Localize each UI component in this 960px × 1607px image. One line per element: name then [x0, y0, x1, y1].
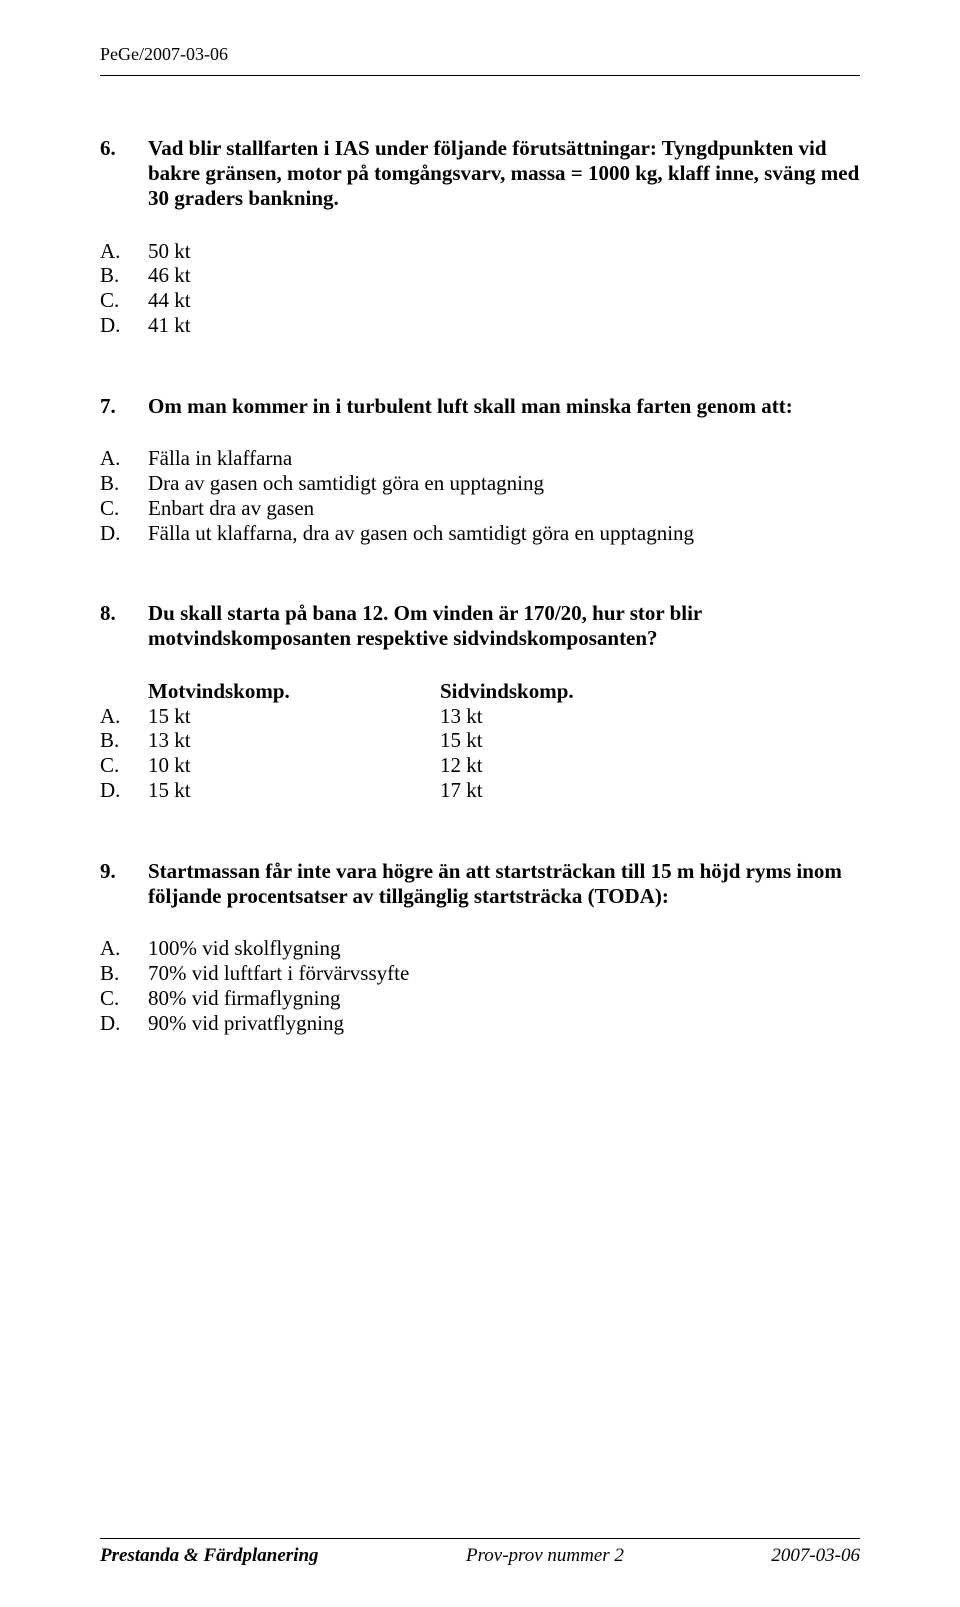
col2-header: Sidvindskomp.	[440, 679, 860, 704]
option-text: 50 kt	[148, 239, 860, 264]
option-letter: C.	[100, 986, 148, 1011]
option-letter: B.	[100, 471, 148, 496]
option-row: A. 100% vid skolflygning	[100, 936, 860, 961]
question-text: Du skall starta på bana 12. Om vinden är…	[148, 601, 860, 651]
option-letter: C.	[100, 496, 148, 521]
question-6: 6. Vad blir stallfarten i IAS under följ…	[100, 136, 860, 337]
option-letter: B.	[100, 728, 148, 753]
option-letter: A.	[100, 936, 148, 961]
option-text: 80% vid firmaflygning	[148, 986, 860, 1011]
option-row: C. 44 kt	[100, 288, 860, 313]
footer-left: Prestanda & Färdplanering	[100, 1545, 319, 1567]
option-text: 44 kt	[148, 288, 860, 313]
option-letter: D.	[100, 521, 148, 546]
question-8: 8. Du skall starta på bana 12. Om vinden…	[100, 601, 860, 802]
option-letter: A.	[100, 704, 148, 729]
table-row: D. 15 kt 17 kt	[100, 778, 860, 803]
option-row: A. Fälla in klaffarna	[100, 446, 860, 471]
col1-header: Motvindskomp.	[148, 679, 440, 704]
footer: Prestanda & Färdplanering Prov-prov numm…	[100, 1538, 860, 1567]
option-letter: C.	[100, 288, 148, 313]
option-letter: D.	[100, 1011, 148, 1036]
question-number: 7.	[100, 394, 148, 419]
option-text: 70% vid luftfart i förvärvssyfte	[148, 961, 860, 986]
header-code: PeGe/2007-03-06	[100, 44, 860, 65]
question-number: 6.	[100, 136, 148, 161]
option-row: B. Dra av gasen och samtidigt göra en up…	[100, 471, 860, 496]
table-header: Motvindskomp. Sidvindskomp.	[100, 679, 860, 704]
cell: 10 kt	[148, 753, 440, 778]
option-row: C. 80% vid firmaflygning	[100, 986, 860, 1011]
question-number: 9.	[100, 859, 148, 884]
table-row: C. 10 kt 12 kt	[100, 753, 860, 778]
option-text: Fälla ut klaffarna, dra av gasen och sam…	[148, 521, 860, 546]
header-rule	[100, 75, 860, 76]
cell: 17 kt	[440, 778, 860, 803]
option-letter: B.	[100, 263, 148, 288]
option-text: Fälla in klaffarna	[148, 446, 860, 471]
cell: 12 kt	[440, 753, 860, 778]
option-text: 90% vid privatflygning	[148, 1011, 860, 1036]
question-text: Vad blir stallfarten i IAS under följand…	[148, 136, 860, 210]
question-9: 9. Startmassan får inte vara högre än at…	[100, 859, 860, 1036]
option-letter: A.	[100, 446, 148, 471]
question-7: 7. Om man kommer in i turbulent luft ska…	[100, 394, 860, 546]
cell: 15 kt	[148, 704, 440, 729]
option-row: D. 90% vid privatflygning	[100, 1011, 860, 1036]
question-text: Startmassan får inte vara högre än att s…	[148, 859, 860, 909]
option-text: 46 kt	[148, 263, 860, 288]
footer-right: 2007-03-06	[771, 1545, 860, 1567]
option-letter: D.	[100, 778, 148, 803]
option-row: D. 41 kt	[100, 313, 860, 338]
cell: 15 kt	[148, 778, 440, 803]
cell: 13 kt	[440, 704, 860, 729]
cell: 13 kt	[148, 728, 440, 753]
table-row: A. 15 kt 13 kt	[100, 704, 860, 729]
cell: 15 kt	[440, 728, 860, 753]
option-row: C. Enbart dra av gasen	[100, 496, 860, 521]
option-letter: C.	[100, 753, 148, 778]
page: PeGe/2007-03-06 6. Vad blir stallfarten …	[0, 0, 960, 1607]
option-text: Enbart dra av gasen	[148, 496, 860, 521]
question-text: Om man kommer in i turbulent luft skall …	[148, 394, 860, 419]
option-text: 100% vid skolflygning	[148, 936, 860, 961]
option-row: A. 50 kt	[100, 239, 860, 264]
option-row: B. 70% vid luftfart i förvärvssyfte	[100, 961, 860, 986]
option-text: Dra av gasen och samtidigt göra en uppta…	[148, 471, 860, 496]
option-row: B. 46 kt	[100, 263, 860, 288]
footer-center: Prov-prov nummer 2	[466, 1545, 624, 1567]
option-letter: D.	[100, 313, 148, 338]
footer-rule	[100, 1538, 860, 1539]
option-row: D. Fälla ut klaffarna, dra av gasen och …	[100, 521, 860, 546]
option-text: 41 kt	[148, 313, 860, 338]
question-number: 8.	[100, 601, 148, 626]
option-letter: B.	[100, 961, 148, 986]
option-letter: A.	[100, 239, 148, 264]
table-row: B. 13 kt 15 kt	[100, 728, 860, 753]
